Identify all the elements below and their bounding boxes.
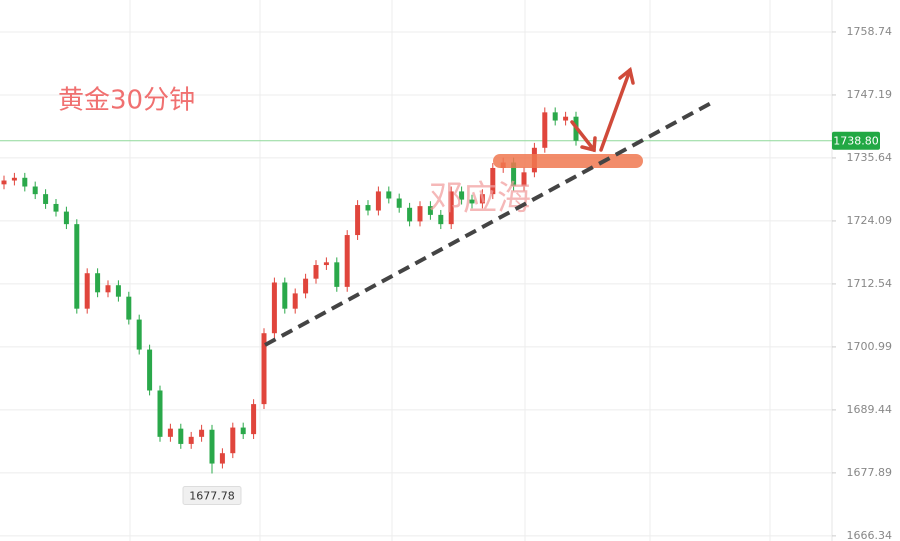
chart-title: 黄金30分钟 — [58, 86, 195, 116]
vertical-grid — [129, 0, 771, 541]
candle-body — [490, 167, 496, 195]
candle-body — [199, 429, 205, 437]
y-tick-label: 1700.99 — [847, 340, 893, 353]
candle-body — [1, 180, 7, 185]
candle-body — [396, 198, 402, 208]
candle-body — [334, 262, 340, 287]
candle-body — [240, 427, 246, 435]
last-price-label: 1738.80 — [833, 135, 879, 148]
candle-body — [511, 162, 517, 186]
y-tick-label: 1677.89 — [847, 466, 893, 479]
candle-body — [157, 390, 163, 437]
candle-body — [469, 199, 475, 204]
candle-body — [292, 293, 298, 309]
y-tick-label: 1758.74 — [847, 25, 893, 38]
y-tick-label: 1689.44 — [847, 403, 893, 416]
candle-body — [271, 282, 277, 334]
candle-body — [323, 262, 329, 266]
arrows — [570, 66, 635, 153]
candle-body — [178, 428, 184, 444]
candle-body — [167, 428, 173, 437]
candle-body — [438, 214, 444, 225]
y-tick-label: 1712.54 — [847, 277, 893, 290]
y-tick-label: 1735.64 — [847, 151, 893, 164]
candle-body — [230, 427, 236, 454]
candle-body — [188, 436, 194, 444]
arrow-down — [570, 120, 596, 152]
candle-body — [479, 194, 485, 204]
candle-body — [313, 265, 319, 279]
y-tick-label: 1747.19 — [847, 88, 893, 101]
candle-body — [136, 319, 142, 350]
candle-body — [261, 333, 267, 405]
candle-body — [32, 186, 38, 195]
candle-body — [282, 282, 288, 309]
trend-line — [264, 100, 714, 347]
candle-body — [521, 172, 527, 186]
min-label-box — [182, 485, 242, 505]
last-price-badge — [832, 131, 880, 150]
candle-body — [375, 191, 381, 211]
candle-body — [95, 273, 101, 293]
candle-body — [147, 349, 153, 391]
candle-body — [53, 203, 59, 212]
candle-body — [303, 278, 309, 294]
arrow-down-head — [580, 136, 597, 153]
arrow-up-head — [618, 66, 635, 85]
candle-body — [427, 206, 433, 215]
candle-body — [115, 285, 121, 297]
candle-body — [459, 191, 465, 200]
min-label: 1677.78 — [189, 489, 235, 502]
candle-body — [542, 112, 548, 148]
candle-body — [84, 273, 90, 309]
y-tick-label: 1724.09 — [847, 214, 893, 227]
labels: 1666.34 1677.89 1689.44 1700.99 1712.54 1724.… — [182, 25, 893, 541]
candle-body — [219, 453, 225, 464]
candle-body — [209, 429, 215, 464]
candle-body — [417, 206, 423, 222]
candle-body — [74, 224, 80, 309]
candle-body — [63, 211, 69, 225]
candle-body — [563, 116, 569, 121]
candle-body — [22, 177, 28, 187]
candle-body — [407, 207, 413, 222]
candle-body — [365, 205, 371, 211]
candle-body — [552, 112, 558, 121]
y-tick-label: 1666.34 — [847, 529, 893, 541]
candle-body — [105, 285, 111, 293]
candle-body — [251, 404, 257, 435]
candle-body — [355, 205, 361, 236]
candle-body — [11, 177, 17, 181]
candle-body — [43, 194, 49, 204]
watermark: 邓应海 — [429, 179, 531, 219]
arrow-up — [599, 68, 632, 152]
candle-body — [448, 191, 454, 225]
candle-body — [344, 235, 350, 287]
candle-body — [386, 191, 392, 199]
candle-body — [126, 296, 132, 320]
